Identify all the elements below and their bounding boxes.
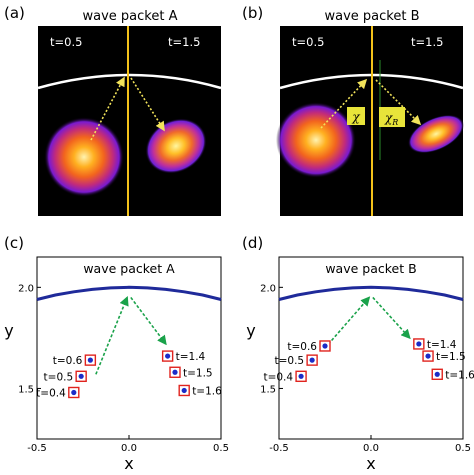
wave-packet-reflected — [145, 118, 207, 174]
data-point — [425, 353, 431, 359]
panel-b-image: t=0.5 t=1.5 χ χR — [276, 26, 465, 216]
barrier-curve — [37, 73, 222, 90]
path-arrow — [324, 296, 371, 349]
wave-packet-incident — [276, 102, 356, 178]
data-point — [78, 373, 84, 379]
x-tick-label: 0.0 — [363, 443, 379, 454]
path-arrow — [372, 296, 411, 340]
data-point — [181, 387, 187, 394]
angle-chi-box — [347, 107, 365, 125]
x-tick-label: 0.0 — [121, 443, 137, 454]
x-tick-label: -0.5 — [27, 443, 47, 454]
time-label: t=0.5 — [274, 355, 304, 367]
y-tick-label: 2.0 — [260, 283, 276, 294]
time-label: t=0.6 — [53, 355, 83, 367]
time-label: t=1.6 — [192, 385, 222, 397]
chart-d: wave packet B -0.5 0.0 0.5 1.5 2.0 x y t=0.4 t=0.… — [246, 256, 474, 473]
time-label: t=1.5 — [183, 367, 213, 379]
left-time-label: t=0.5 — [292, 35, 324, 49]
time-label: t=0.5 — [44, 371, 74, 383]
barrier-curve — [36, 285, 222, 301]
data-point — [416, 341, 422, 347]
barrier-curve — [278, 285, 464, 301]
time-label: t=1.6 — [445, 369, 474, 381]
data-point — [309, 357, 315, 363]
panel-b-title: wave packet B — [325, 9, 420, 24]
incident-arrow — [320, 78, 368, 129]
y-tick-label: 1.5 — [260, 384, 276, 395]
y-tick-label: 1.5 — [18, 384, 34, 395]
data-point — [71, 389, 77, 396]
wave-packet-reflected — [407, 114, 465, 154]
data-point — [434, 371, 440, 377]
x-axis-label: x — [366, 454, 375, 473]
angle-chi-r-symbol: χ — [384, 111, 393, 125]
wave-packet-incident — [44, 117, 124, 197]
time-label: t=0.4 — [36, 387, 66, 399]
panel-a-title: wave packet A — [83, 9, 178, 24]
panel-a-image: t=0.5 t=1.5 — [37, 26, 222, 216]
angle-chi-r-box — [379, 107, 405, 127]
path-arrow — [95, 295, 129, 375]
left-time-label: t=0.5 — [50, 35, 82, 49]
angle-chi-r-label: χR — [384, 111, 398, 127]
angle-chi-r-subscript: R — [391, 118, 398, 127]
right-time-label: t=1.5 — [168, 35, 200, 49]
plot-frame — [36, 256, 222, 440]
panel-a-label: (a) — [4, 4, 25, 22]
time-label: t=0.6 — [287, 341, 317, 353]
right-time-label: t=1.5 — [411, 35, 443, 49]
angle-chi-label: χ — [351, 110, 360, 124]
data-point — [87, 357, 93, 363]
data-point — [322, 343, 328, 349]
data-point — [165, 353, 171, 359]
time-label: t=1.4 — [176, 351, 206, 363]
panel-d-label: (d) — [242, 234, 263, 252]
time-label: t=1.4 — [427, 339, 457, 351]
panel-c-label: (c) — [4, 234, 24, 252]
y-axis-label: y — [246, 321, 255, 340]
x-axis-label: x — [124, 454, 133, 473]
x-tick-label: 0.5 — [213, 443, 229, 454]
y-tick-label: 2.0 — [18, 283, 34, 294]
data-point — [298, 373, 304, 379]
data-point — [172, 369, 178, 375]
chart-title: wave packet A — [83, 261, 175, 276]
panel-b-label: (b) — [242, 4, 263, 22]
x-tick-label: 0.5 — [455, 443, 471, 454]
time-label: t=0.4 — [263, 371, 293, 383]
chart-title: wave packet B — [325, 261, 416, 276]
time-label: t=1.5 — [436, 351, 466, 363]
x-tick-label: -0.5 — [269, 443, 289, 454]
chart-c: wave packet A -0.5 0.0 0.5 1.5 2.0 x y t=0.4 t=0.… — [4, 256, 229, 473]
y-axis-label: y — [4, 321, 13, 340]
